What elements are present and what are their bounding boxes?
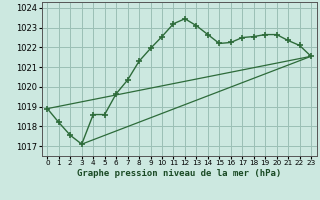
X-axis label: Graphe pression niveau de la mer (hPa): Graphe pression niveau de la mer (hPa) bbox=[77, 169, 281, 178]
